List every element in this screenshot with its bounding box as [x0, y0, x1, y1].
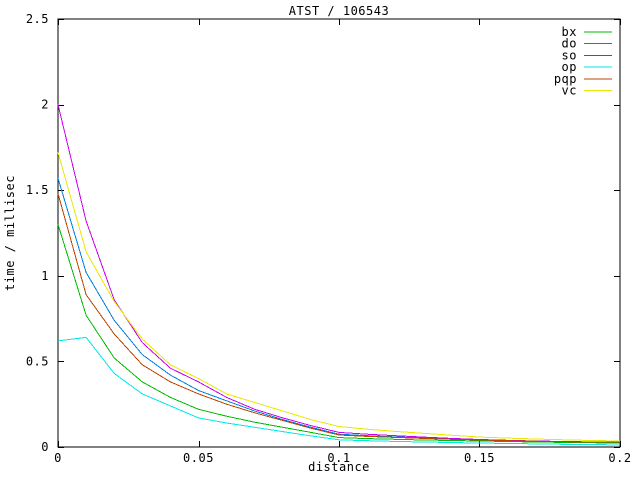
y-tick-label: 2.5 — [26, 12, 49, 26]
legend-label-so: so — [562, 48, 577, 62]
y-tick-label: 2 — [41, 98, 49, 112]
legend-label-pqp: pqp — [554, 72, 577, 86]
x-axis-label: distance — [308, 460, 370, 474]
y-tick-label: 1.5 — [26, 183, 49, 197]
curve-bx — [57, 224, 621, 444]
curve-do — [57, 178, 621, 443]
chart-title: ATST / 106543 — [289, 4, 389, 18]
x-tick-label: 0.15 — [464, 451, 495, 465]
x-tick-label: 0.2 — [608, 451, 631, 465]
legend-label-vc: vc — [562, 84, 577, 98]
y-tick-label: 0 — [41, 440, 49, 454]
y-tick-label: 1 — [41, 269, 49, 283]
legend-label-bx: bx — [562, 25, 577, 39]
x-tick-label: 0 — [54, 451, 62, 465]
axis-tick-labels: 0 0.05 0.1 0.15 0.2 0 0.5 1 1.5 2 2.5 — [26, 12, 631, 465]
curve-vc — [57, 152, 621, 442]
x-tick-label: 0.05 — [183, 451, 214, 465]
data-curves — [57, 104, 621, 446]
x-tick-label: 0.1 — [327, 451, 350, 465]
curve-so — [57, 104, 621, 443]
curve-pqp — [57, 193, 621, 443]
legend-label-do: do — [562, 37, 577, 51]
y-tick-label: 0.5 — [26, 354, 49, 368]
y-axis-label: time / millisec — [3, 175, 17, 291]
plot-border — [57, 18, 621, 448]
legend-label-op: op — [562, 60, 577, 74]
axis-ticks — [58, 19, 621, 448]
curve-op — [57, 336, 621, 446]
